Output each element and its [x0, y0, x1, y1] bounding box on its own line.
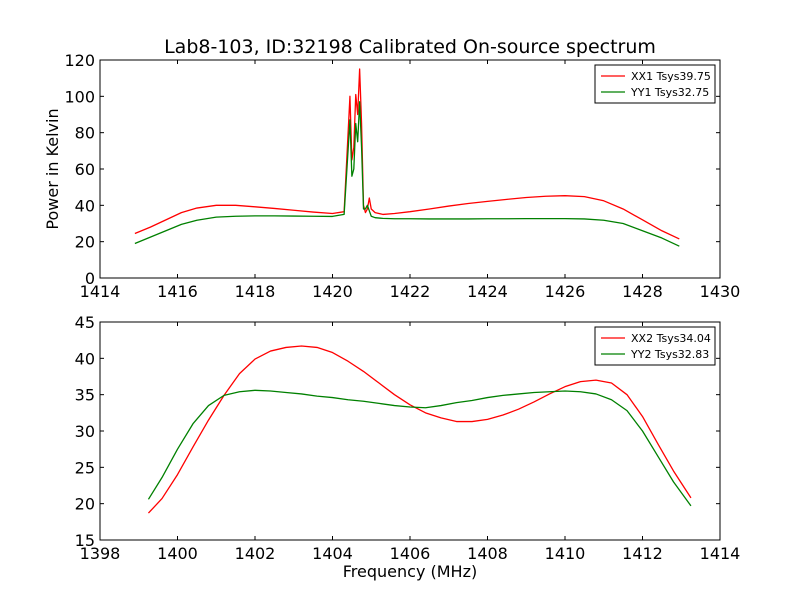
x-tick-label: 1428	[622, 282, 663, 301]
x-tick-label: 1426	[545, 282, 586, 301]
y-tick-label: 40	[75, 349, 95, 368]
y-tick-label: 20	[75, 495, 95, 514]
x-tick-label: 1416	[157, 282, 198, 301]
x-tick-label: 1400	[157, 544, 198, 563]
x-tick-label: 1422	[390, 282, 431, 301]
x-tick-label: 1398	[80, 544, 121, 563]
legend-box	[594, 326, 716, 366]
bottom-panel: 1398 1400 1402 1404 1406 1408 1410 1412 1414 15 20…	[75, 313, 741, 581]
x-tick-label: 1402	[235, 544, 276, 563]
legend-entry: XX1 Tsys39.75	[631, 70, 711, 83]
legend-entry: YY2 Tsys32.83	[630, 348, 709, 361]
y-tick-label: 30	[75, 422, 95, 441]
legend-entry: YY1 Tsys32.75	[630, 86, 709, 99]
x-tick-label: 1418	[235, 282, 276, 301]
y-tick-label: 25	[75, 458, 95, 477]
series-line-xx1	[134, 68, 680, 240]
y-tick-label: 20	[75, 233, 95, 252]
y-tick-label: 15	[75, 531, 95, 550]
x-tick-label: 1404	[312, 544, 353, 563]
y-tick-label: 35	[75, 386, 95, 405]
y-tick-label: 0	[85, 269, 95, 288]
x-tick-label: 1414	[80, 282, 121, 301]
y-tick-label: 45	[75, 313, 95, 332]
top-panel: 1414 1416 1418 1420 1422 1424 1426 1428 1430 0 20 4…	[43, 51, 740, 301]
y-axis-label: Power in Kelvin	[43, 108, 62, 229]
x-tick-label: 1430	[700, 282, 741, 301]
legend-box	[594, 64, 716, 104]
legend: XX2 Tsys34.04 YY2 Tsys32.83	[594, 326, 716, 366]
y-tick-label: 120	[64, 51, 95, 70]
x-axis-label: Frequency (MHz)	[343, 562, 477, 581]
y-tick-label: 80	[75, 124, 95, 143]
y-tick-label: 60	[75, 160, 95, 179]
y-tick-label: 40	[75, 196, 95, 215]
x-tick-label: 1408	[467, 544, 508, 563]
chart-title: Lab8-103, ID:32198 Calibrated On-source …	[164, 36, 656, 58]
x-tick-label: 1414	[700, 544, 741, 563]
series-line-yy1	[134, 101, 680, 247]
x-tick-label: 1406	[390, 544, 431, 563]
legend-entry: XX2 Tsys34.04	[631, 332, 711, 345]
series-line-xx2	[147, 345, 692, 514]
x-tick-label: 1410	[545, 544, 586, 563]
y-tick-label: 100	[64, 87, 95, 106]
x-tick-label: 1420	[312, 282, 353, 301]
x-tick-label: 1412	[622, 544, 663, 563]
series-line-yy2	[147, 389, 692, 507]
x-tick-label: 1424	[467, 282, 508, 301]
legend: XX1 Tsys39.75 YY1 Tsys32.75	[594, 64, 716, 104]
